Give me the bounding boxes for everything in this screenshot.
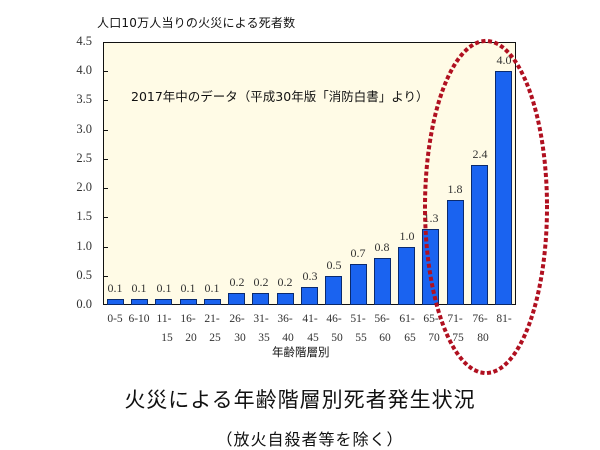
y-tick-mark xyxy=(103,217,108,218)
y-tick-label: 0.0 xyxy=(76,297,92,311)
bar-value-label: 0.7 xyxy=(350,246,366,260)
bar-41-45 xyxy=(301,287,318,305)
bar-21-25 xyxy=(204,299,221,305)
bar-value-label: 1.3 xyxy=(423,211,439,225)
bar-value-label: 0.1 xyxy=(156,281,172,295)
y-tick-mark xyxy=(103,247,108,248)
bar-value-label: 1.0 xyxy=(399,229,415,243)
y-axis-title: 人口10万人当りの火災による死者数 xyxy=(97,16,296,30)
bar-value-label: 0.1 xyxy=(204,281,220,295)
bar-value-label: 0.3 xyxy=(302,269,318,283)
bar-value-label: 4.0 xyxy=(496,53,512,67)
y-tick-mark xyxy=(103,276,108,277)
x-tick-label: 11- 15 xyxy=(156,313,173,344)
bar-value-label: 0.2 xyxy=(229,275,245,289)
bar-16-20 xyxy=(180,299,197,305)
bar-0-5 xyxy=(107,299,124,305)
bar-value-label: 0.1 xyxy=(180,281,196,295)
bar-46-50 xyxy=(325,276,342,305)
bar-value-label: 0.5 xyxy=(326,258,342,272)
sub-title: （放火自殺者等を除く） xyxy=(216,430,404,449)
bar-6-10 xyxy=(131,299,148,305)
y-tick-label: 0.5 xyxy=(76,267,92,282)
x-tick-label: 26- 30 xyxy=(229,313,246,344)
bar-value-label: 0.2 xyxy=(253,275,269,289)
x-axis-title: 年齢階層別 xyxy=(272,345,330,359)
x-tick-label: 56- 60 xyxy=(374,313,391,344)
bar-76-80 xyxy=(471,165,488,305)
x-tick-label: 16- 20 xyxy=(180,313,197,344)
bar-26-30 xyxy=(228,293,245,305)
y-tick-mark xyxy=(103,71,108,72)
y-tick-mark xyxy=(103,100,108,101)
bar-31-35 xyxy=(252,293,269,305)
bar-71-75 xyxy=(447,200,464,305)
bar-value-label: 1.8 xyxy=(447,182,463,196)
bar-value-label: 0.1 xyxy=(107,281,123,295)
bar-56-60 xyxy=(374,258,391,305)
main-title: 火災による年齢階層別死者発生状況 xyxy=(124,388,476,412)
y-tick-mark xyxy=(103,188,108,189)
y-tick-label: 1.5 xyxy=(76,209,92,224)
y-tick-mark xyxy=(103,130,108,131)
bar-value-label: 0.2 xyxy=(277,275,293,289)
y-tick-mark xyxy=(103,159,108,160)
bar-value-label: 0.1 xyxy=(131,281,147,295)
bar-value-label: 2.4 xyxy=(472,147,488,161)
y-tick-label: 4.5 xyxy=(76,34,92,48)
bar-value-label: 0.8 xyxy=(374,240,390,254)
y-tick-label: 2.5 xyxy=(76,150,92,165)
bar-65-70 xyxy=(422,229,439,305)
bar-36-40 xyxy=(277,293,294,305)
x-tick-label: 36- 40 xyxy=(277,313,294,344)
bar-61-65 xyxy=(398,247,415,305)
x-tick-label: 81- xyxy=(496,313,512,325)
x-tick-label: 6-10 xyxy=(128,313,150,325)
bar-51-55 xyxy=(350,264,367,305)
x-tick-label: 46- 50 xyxy=(326,313,343,344)
bar-11-15 xyxy=(155,299,172,305)
y-tick-label: 3.0 xyxy=(76,121,92,136)
x-tick-label: 41- 45 xyxy=(302,313,319,344)
annotation-note: 2017年中のデータ（平成30年版「消防白書」より） xyxy=(131,89,429,104)
bar-81- xyxy=(495,71,512,305)
x-tick-label: 51- 55 xyxy=(350,313,367,344)
x-tick-label: 21- 25 xyxy=(204,313,221,344)
x-tick-label: 0-5 xyxy=(107,313,123,325)
y-tick-label: 2.0 xyxy=(76,180,92,195)
y-tick-label: 4.0 xyxy=(76,63,92,78)
y-tick-label: 1.0 xyxy=(76,238,92,253)
y-tick-label: 3.5 xyxy=(76,92,92,107)
x-tick-label: 31- 35 xyxy=(253,313,270,344)
x-tick-label: 61- 65 xyxy=(399,313,416,344)
